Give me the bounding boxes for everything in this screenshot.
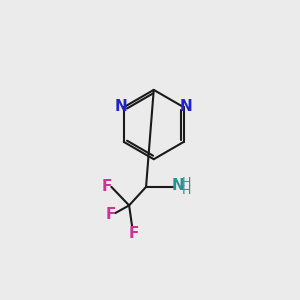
Text: N: N — [171, 178, 184, 193]
Text: N: N — [115, 99, 128, 114]
Text: H: H — [182, 176, 191, 189]
Text: N: N — [180, 99, 192, 114]
Text: F: F — [105, 207, 116, 222]
Text: H: H — [182, 184, 191, 197]
Text: F: F — [128, 226, 139, 241]
Text: F: F — [102, 179, 112, 194]
